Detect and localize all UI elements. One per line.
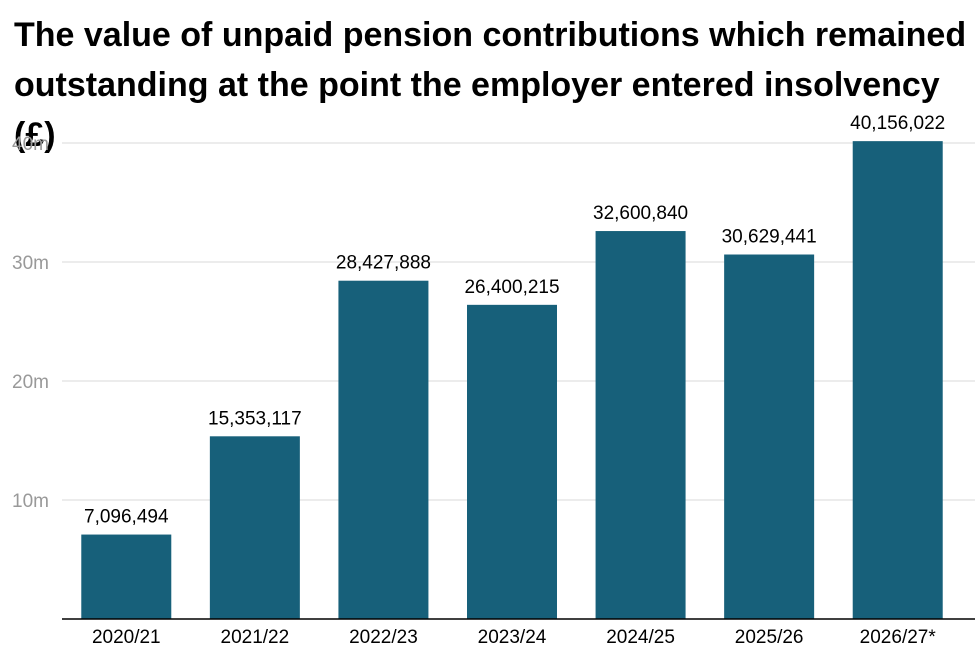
data-label: 30,629,441 [722,227,817,248]
y-tick-label: 40m [12,134,49,155]
x-tick-label: 2020/21 [92,627,161,648]
bars [81,141,943,620]
bar [81,534,172,619]
x-tick-label: 2021/22 [221,627,290,648]
data-label: 15,353,117 [208,408,302,429]
bar [595,231,686,620]
axes: 10m 20m 30m 40m 2020/21 2021/22 2022/23 2023/24… [12,134,975,648]
value-labels: 7,096,494 15,353,117 28,427,888 26,400,215 3… [84,113,945,527]
x-tick-label: 2022/23 [349,627,418,648]
x-tick-label: 2024/25 [606,627,675,648]
chart-title: The value of unpaid pension contribution… [14,16,967,154]
x-tick-label: 2025/26 [735,627,804,648]
bar [338,280,429,619]
bar [467,304,557,619]
y-tick-label: 20m [12,372,49,393]
bar [209,436,300,619]
data-label: 28,427,888 [336,253,431,274]
bar [852,141,943,619]
data-label: 32,600,840 [593,203,688,224]
x-tick-label: 2023/24 [478,627,547,648]
data-label: 40,156,022 [850,113,945,134]
y-tick-label: 30m [12,253,49,274]
x-tick-label: 2026/27* [860,627,937,648]
bar [724,254,815,620]
data-label: 26,400,215 [464,277,559,298]
y-tick-label: 10m [12,491,49,512]
data-label: 7,096,494 [84,507,169,528]
